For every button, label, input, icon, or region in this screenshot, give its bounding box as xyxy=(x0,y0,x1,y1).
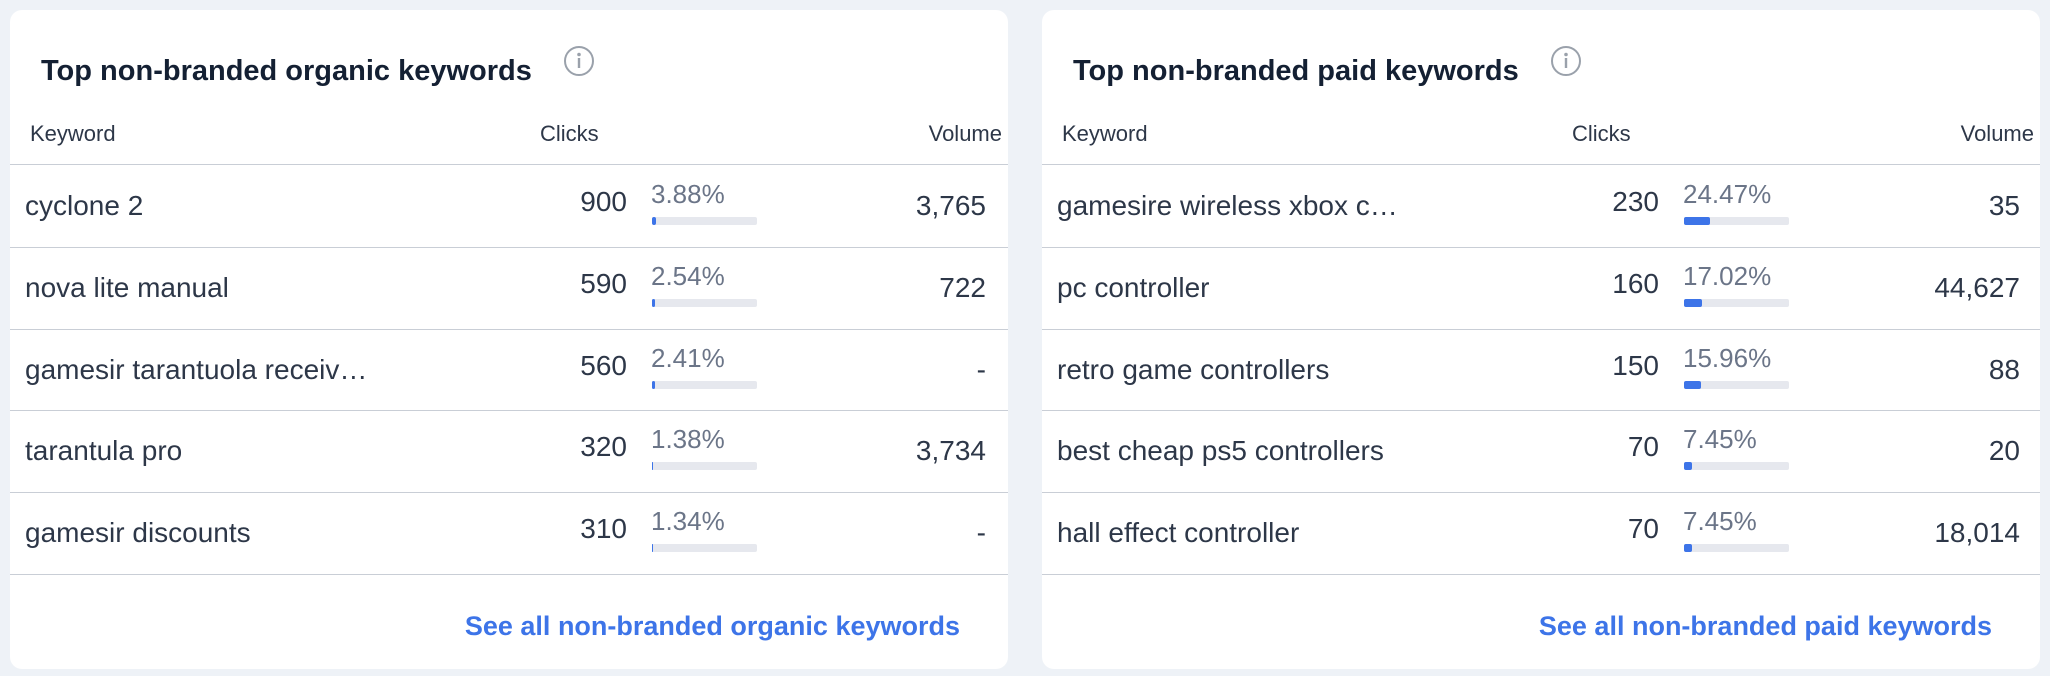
share-bar xyxy=(652,216,657,225)
share-bar xyxy=(652,544,654,553)
share-label: 15.96% xyxy=(1683,342,1772,373)
share-label: 1.38% xyxy=(651,424,725,455)
volume: 722 xyxy=(939,271,986,303)
volume: 18,014 xyxy=(1934,517,2020,549)
volume: 44,627 xyxy=(1934,271,2020,303)
divider xyxy=(10,492,1008,494)
share-label: 24.47% xyxy=(1683,178,1772,209)
volume: 3,734 xyxy=(915,435,986,467)
info-icon[interactable] xyxy=(562,44,596,78)
info-icon[interactable] xyxy=(1549,44,1583,78)
share-label: 2.41% xyxy=(651,342,725,373)
divider xyxy=(1042,492,2040,494)
share-label: 1.34% xyxy=(651,506,725,537)
divider xyxy=(1042,164,2040,165)
card-title: Top non-branded paid keywords xyxy=(1073,55,1519,87)
keyword: gamesire wireless xbox c… xyxy=(1057,189,1398,221)
volume: - xyxy=(976,517,986,549)
clicks: 590 xyxy=(580,267,627,299)
column-header: Clicks xyxy=(540,121,599,146)
share-track xyxy=(652,216,757,225)
clicks: 320 xyxy=(580,431,627,463)
share-track xyxy=(1684,462,1789,471)
column-header: Keyword xyxy=(30,121,116,146)
clicks: 70 xyxy=(1627,513,1659,545)
share-label: 7.45% xyxy=(1683,424,1757,455)
keyword: best cheap ps5 controllers xyxy=(1057,435,1384,467)
share-track xyxy=(652,544,757,553)
volume: - xyxy=(976,353,986,385)
divider xyxy=(1042,574,2040,575)
card: Top non-branded paid keywords Keyword Clic… xyxy=(1042,10,2040,669)
divider xyxy=(10,164,1008,165)
clicks: 310 xyxy=(580,513,627,545)
share-bar xyxy=(652,380,655,389)
see-all-link[interactable]: See all non-branded organic keywords xyxy=(464,611,960,641)
share-label: 17.02% xyxy=(1683,260,1772,291)
share-bar xyxy=(1684,298,1702,307)
column-header: Keyword xyxy=(1062,121,1148,146)
card-title: Top non-branded organic keywords xyxy=(41,55,532,87)
keyword: retro game controllers xyxy=(1057,353,1330,385)
clicks: 70 xyxy=(1627,431,1659,463)
share-track xyxy=(1684,380,1789,389)
share-label: 7.45% xyxy=(1683,506,1757,537)
keyword: cyclone 2 xyxy=(25,189,144,221)
share-label: 3.88% xyxy=(651,178,725,209)
share-track xyxy=(1684,298,1789,307)
share-bar xyxy=(652,298,655,307)
divider xyxy=(10,574,1008,575)
share-bar xyxy=(1684,544,1692,553)
see-all-link[interactable]: See all non-branded paid keywords xyxy=(1538,611,1992,641)
share-track xyxy=(652,462,757,471)
keyword: tarantula pro xyxy=(25,435,183,467)
column-header: Volume xyxy=(1960,121,2034,146)
share-bar xyxy=(1684,380,1701,389)
clicks: 160 xyxy=(1612,267,1659,299)
keyword: nova lite manual xyxy=(25,271,229,303)
keyword: gamesir discounts xyxy=(25,517,251,549)
share-track xyxy=(652,298,757,307)
divider xyxy=(10,246,1008,248)
share-label: 2.54% xyxy=(651,260,725,291)
keyword: hall effect controller xyxy=(1057,517,1300,549)
share-track xyxy=(1684,216,1789,225)
divider xyxy=(10,328,1008,330)
divider xyxy=(1042,328,2040,330)
divider xyxy=(1042,246,2040,248)
column-header: Volume xyxy=(928,121,1002,146)
divider xyxy=(1042,410,2040,412)
clicks: 560 xyxy=(580,349,627,381)
volume: 35 xyxy=(1988,189,2020,221)
share-bar xyxy=(652,462,654,471)
clicks: 230 xyxy=(1612,185,1659,217)
keyword: pc controller xyxy=(1057,271,1210,303)
column-header: Clicks xyxy=(1572,121,1631,146)
clicks: 900 xyxy=(580,185,627,217)
volume: 88 xyxy=(1988,353,2020,385)
volume: 20 xyxy=(1988,435,2020,467)
share-track xyxy=(1684,544,1789,553)
clicks: 150 xyxy=(1612,349,1659,381)
divider xyxy=(10,410,1008,412)
volume: 3,765 xyxy=(915,189,986,221)
card: Top non-branded organic keywords Keyword C… xyxy=(10,10,1008,669)
share-bar xyxy=(1684,462,1692,471)
share-track xyxy=(652,380,757,389)
share-bar xyxy=(1684,216,1710,225)
keyword: gamesir tarantuola receiv… xyxy=(25,353,368,385)
